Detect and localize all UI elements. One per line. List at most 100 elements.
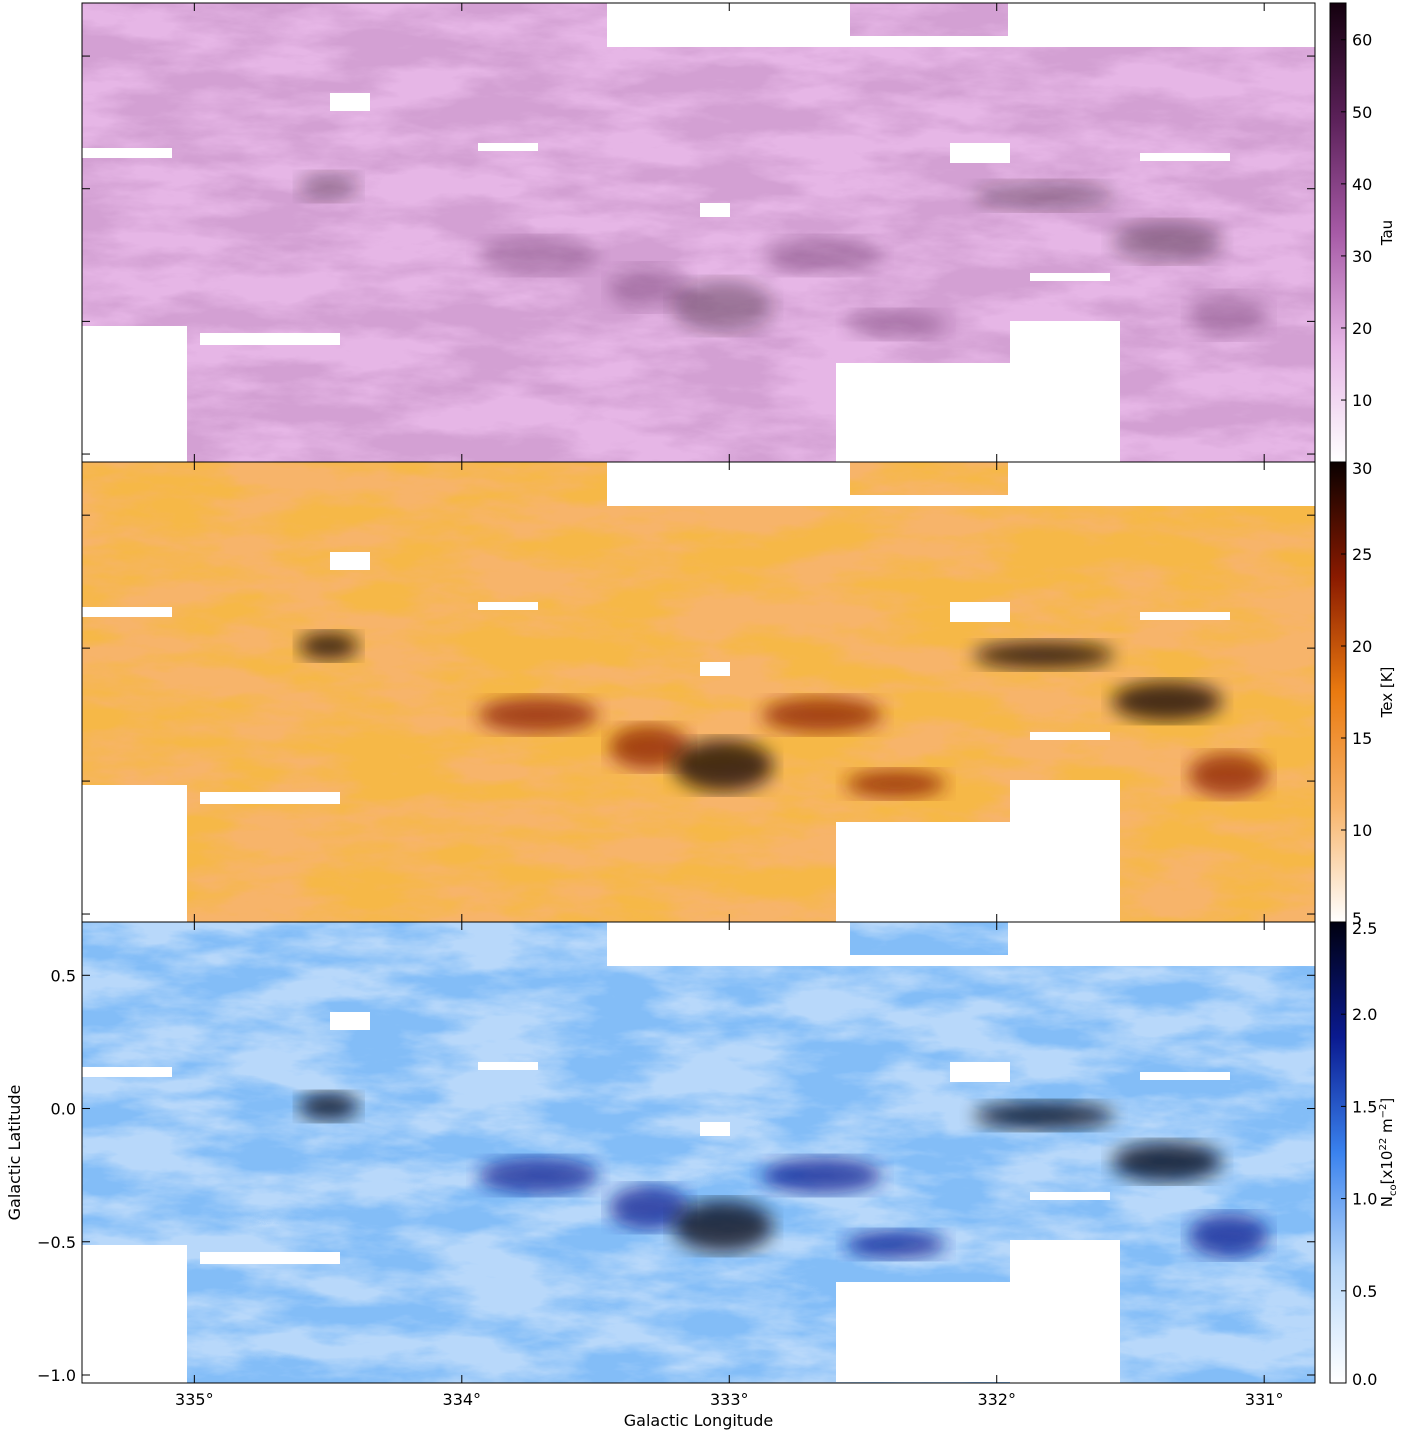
colorbar-tick-label: 50: [1352, 103, 1372, 122]
map-structure: [609, 1185, 690, 1230]
masked-area: [478, 1062, 538, 1070]
masked-area: [82, 785, 187, 922]
colorbar-tick-label: 40: [1352, 175, 1372, 194]
colorbar: [1329, 2, 1347, 463]
masked-area: [836, 822, 1010, 922]
map-structure: [1188, 752, 1269, 797]
masked-area: [200, 333, 340, 345]
colorbar-label-part: m: [1378, 1118, 1396, 1137]
colorbar-label-part: Tau: [1378, 220, 1396, 246]
masked-area: [330, 1012, 370, 1030]
map-structure: [478, 1157, 599, 1194]
y-tick-label: 0.0: [51, 1100, 76, 1119]
masked-area: [1030, 732, 1110, 740]
map-structure: [298, 172, 359, 201]
colorbar-tick-label: 1.5: [1352, 1097, 1377, 1116]
map-structure: [478, 237, 599, 274]
map-structure: [298, 1092, 359, 1121]
x-tick-label: 333°: [710, 1390, 749, 1409]
masked-area: [82, 148, 172, 158]
map-structure: [761, 237, 882, 274]
masked-area: [1140, 153, 1230, 161]
map-structure: [298, 632, 359, 660]
masked-area: [950, 1062, 1010, 1082]
masked-area: [950, 602, 1010, 622]
colorbar-tick-label: 5: [1352, 909, 1362, 928]
map-image: [82, 922, 1315, 1383]
map-structure: [973, 181, 1114, 210]
axes: 335° 334° 333° 332° 331° 0.5 0.0 −0.5 −1.0: [37, 921, 1316, 1409]
map-structure: [761, 1157, 882, 1194]
masked-area: [1140, 612, 1230, 620]
masked-area: [82, 1067, 172, 1077]
map-structure: [673, 1200, 774, 1253]
colorbar-tick-label: 20: [1352, 319, 1372, 338]
map-structure: [1112, 681, 1223, 722]
masked-area: [1008, 462, 1315, 506]
colorbar-tick-label: 2.0: [1352, 1005, 1377, 1024]
x-axis-label: Galactic Longitude: [624, 1411, 773, 1430]
masked-area: [82, 607, 172, 617]
colorbar-tick-label: 30: [1352, 247, 1372, 266]
colorbar-tick-label: 30: [1352, 459, 1372, 478]
map-structure: [673, 739, 774, 792]
masked-area: [478, 602, 538, 610]
colorbar-tick-label: 1.0: [1352, 1190, 1377, 1209]
masked-area: [850, 955, 1008, 966]
map-structure: [609, 265, 690, 310]
colorbar: [1329, 461, 1347, 923]
masked-area: [850, 495, 1008, 506]
colorbar-tick-label: 2.5: [1352, 919, 1377, 938]
masked-area: [700, 203, 730, 217]
colorbar-label-part: 22: [1378, 1138, 1389, 1151]
masked-area: [607, 922, 850, 966]
masked-area: [607, 3, 850, 47]
colorbar-label-part: N: [1378, 1196, 1396, 1207]
map-structure: [973, 1101, 1114, 1130]
masked-area: [1010, 321, 1120, 462]
colorbar: [1329, 921, 1347, 1384]
map-structure: [973, 641, 1114, 670]
masked-area: [478, 143, 538, 151]
masked-area: [200, 1252, 340, 1264]
map-structure: [845, 1230, 946, 1259]
colorbar-label: Nco[x1022 m−2]: [1378, 1098, 1399, 1207]
y-tick-label: −0.5: [37, 1233, 76, 1252]
map-structure: [673, 279, 774, 332]
colorbar-tick-label: 10: [1352, 391, 1372, 410]
map-structure: [845, 770, 946, 798]
x-tick-label: 332°: [977, 1390, 1016, 1409]
x-tick-label: 331°: [1245, 1390, 1284, 1409]
masked-area: [1008, 922, 1315, 966]
map-image: [82, 462, 1315, 922]
masked-area: [836, 1282, 1010, 1382]
masked-area: [700, 1122, 730, 1136]
masked-area: [82, 326, 187, 462]
map-structure: [761, 697, 882, 733]
colorbar-tick-label: 10: [1352, 821, 1372, 840]
masked-area: [82, 1245, 187, 1383]
y-axis-label: Galactic Latitude: [5, 1085, 24, 1221]
masked-area: [1030, 273, 1110, 281]
map-structure: [1188, 293, 1269, 338]
masked-area: [330, 552, 370, 570]
colorbar-tick-label: 25: [1352, 545, 1372, 564]
y-tick-label: −1.0: [37, 1366, 76, 1385]
colorbar-label: Tex [K]: [1378, 667, 1396, 719]
colorbar-tick-label: 0.5: [1352, 1282, 1377, 1301]
masked-area: [200, 792, 340, 804]
map-structure: [1112, 221, 1223, 262]
colorbar-tick-label: 20: [1352, 637, 1372, 656]
masked-area: [1140, 1072, 1230, 1080]
map-structure: [845, 310, 946, 339]
axes-frame: [81, 921, 1316, 1384]
y-tick-label: 0.5: [51, 966, 76, 985]
colorbar-label-part: Tex [K]: [1378, 667, 1396, 719]
colorbar-label-part: [x10: [1378, 1151, 1396, 1185]
colorbar-tick-label: 0.0: [1352, 1370, 1377, 1389]
masked-area: [1030, 1192, 1110, 1200]
masked-area: [700, 662, 730, 676]
masked-area: [1010, 1240, 1120, 1383]
colorbar-tick-label: 15: [1352, 729, 1372, 748]
